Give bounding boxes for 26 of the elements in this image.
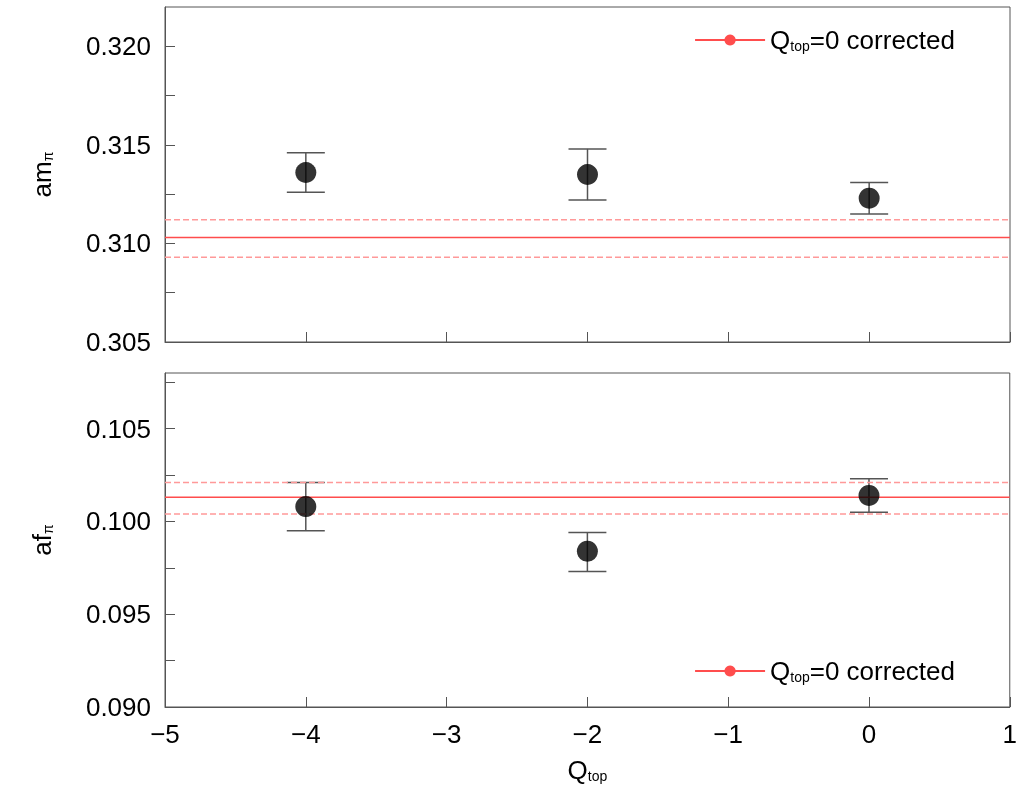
y-tick-label: 0.090 [85, 692, 151, 722]
point [577, 164, 598, 185]
y-tick-label: 0.095 [85, 599, 151, 630]
point [858, 187, 880, 209]
legend-label: Qtop=0 corrected [770, 656, 955, 686]
point [576, 540, 598, 562]
legend-label: Qtop=0 corrected [770, 25, 955, 55]
y-axis-title: amπ [27, 151, 57, 198]
y-tick-label: 0.315 [85, 129, 151, 160]
x-axis-title: Qtop [567, 755, 608, 785]
x-tick-label: −5 [150, 719, 180, 749]
x-tick-label: 1 [1002, 719, 1017, 749]
y-tick-label: 0.310 [85, 228, 151, 259]
x-tick-label: −2 [572, 719, 603, 749]
x-tick-label: −1 [713, 719, 744, 749]
x-tick-label: −3 [431, 719, 462, 749]
point [858, 484, 880, 506]
y-tick-label: 0.100 [85, 506, 151, 537]
x-tick-label: −4 [290, 719, 321, 749]
y-tick-label: 0.305 [85, 327, 151, 357]
point [295, 162, 317, 184]
y-axis-title: afπ [27, 523, 57, 556]
y-tick-label: 0.105 [85, 413, 151, 444]
y-tick-label: 0.320 [85, 31, 151, 62]
point [295, 496, 317, 518]
x-tick-label: 0 [861, 719, 877, 749]
